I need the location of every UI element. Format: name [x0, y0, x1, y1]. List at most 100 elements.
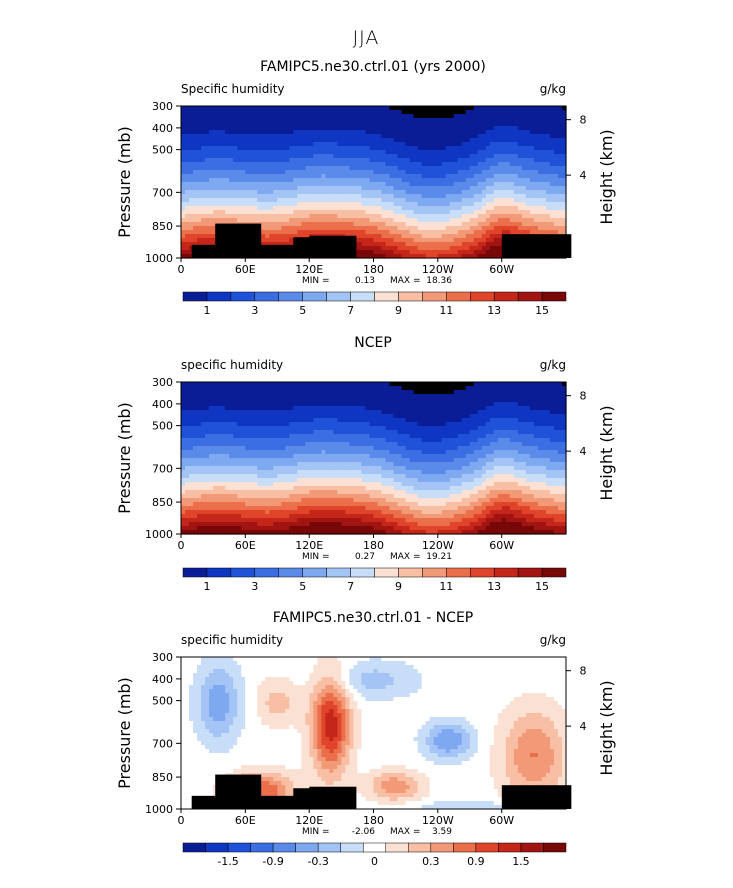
heatmap-cell: [261, 390, 266, 395]
heatmap-cell: [513, 394, 519, 399]
heatmap-cell: [181, 126, 186, 131]
heatmap-cell: [417, 138, 423, 143]
heatmap-cell: [185, 166, 190, 171]
heatmap-cell: [409, 210, 415, 215]
heatmap-cell: [533, 226, 539, 231]
heatmap-cell: [409, 422, 415, 427]
heatmap-cell: [421, 146, 427, 151]
heatmap-cell: [241, 106, 246, 111]
heatmap-cell: [365, 154, 371, 159]
heatmap-cell: [453, 202, 459, 207]
heatmap-cell: [253, 186, 258, 191]
heatmap-cell: [369, 386, 375, 391]
heatmap-cell: [421, 418, 427, 423]
heatmap-cell: [241, 114, 246, 119]
y-tick-label: 500: [152, 144, 173, 157]
heatmap-cell: [205, 430, 210, 435]
x-tick-label: 60E: [235, 263, 256, 276]
heatmap-cell: [229, 126, 234, 131]
heatmap-cell: [185, 398, 190, 403]
heatmap-cell: [221, 210, 226, 215]
heatmap-cell: [193, 406, 198, 411]
heatmap-cell: [481, 166, 487, 171]
heatmap-cell: [401, 210, 407, 215]
heatmap-cell: [397, 194, 403, 199]
heatmap-cell: [473, 134, 479, 139]
heatmap-cell: [409, 170, 415, 175]
heatmap-cell: [381, 206, 387, 211]
heatmap-cell: [457, 410, 463, 415]
heatmap-cell: [393, 398, 399, 403]
colorbar-label: 13: [487, 304, 501, 317]
heatmap-cell: [321, 190, 326, 195]
heatmap-cell: [281, 186, 286, 191]
heatmap-cell: [185, 178, 190, 183]
heatmap-cell: [349, 178, 355, 183]
heatmap-cell: [221, 146, 226, 151]
heatmap-cell: [209, 386, 214, 391]
heatmap-cell: [477, 134, 483, 139]
heatmap-cell: [413, 426, 419, 431]
heatmap-cell: [273, 398, 278, 403]
heatmap-cell: [233, 158, 238, 163]
heatmap-cell: [473, 162, 479, 167]
heatmap-cell: [389, 418, 395, 423]
heatmap-cell: [209, 154, 214, 159]
heatmap-cell: [317, 398, 322, 403]
heatmap-cell: [193, 106, 198, 111]
heatmap-cell: [181, 394, 186, 399]
heatmap-cell: [505, 118, 511, 123]
heatmap-cell: [393, 194, 399, 199]
heatmap-cell: [377, 218, 383, 223]
heatmap-cell: [369, 186, 375, 191]
heatmap-cell: [453, 426, 459, 431]
heatmap-cell: [497, 206, 503, 211]
heatmap-cell: [501, 186, 507, 191]
heatmap-cell: [365, 130, 371, 135]
heatmap-cell: [349, 390, 355, 395]
heatmap-cell: [389, 218, 395, 223]
heatmap-cell: [269, 426, 274, 431]
heatmap-cell: [249, 218, 254, 223]
heatmap-cell: [425, 122, 431, 127]
heatmap-cell: [345, 146, 351, 151]
heatmap-cell: [249, 198, 254, 203]
heatmap-cell: [209, 170, 214, 175]
heatmap-cell: [429, 246, 435, 251]
heatmap-cell: [397, 142, 403, 147]
heatmap-cell: [185, 410, 190, 415]
heatmap-cell: [465, 226, 471, 231]
heatmap-cell: [325, 226, 330, 231]
heatmap-cell: [189, 422, 194, 427]
heatmap-cell: [505, 114, 511, 119]
heatmap-cell: [385, 410, 391, 415]
colorbar-swatch: [326, 291, 351, 302]
heatmap-cell: [257, 210, 262, 215]
heatmap-cell: [261, 198, 266, 203]
heatmap-cell: [421, 142, 427, 147]
heatmap-cell: [357, 394, 363, 399]
heatmap-cell: [281, 418, 286, 423]
heatmap-cell: [521, 390, 527, 395]
heatmap-cell: [517, 230, 523, 235]
heatmap-cell: [353, 166, 359, 171]
heatmap-cell: [205, 394, 210, 399]
heatmap-cell: [289, 186, 294, 191]
heatmap-cell: [349, 226, 355, 231]
heatmap-cell: [481, 118, 487, 123]
heatmap-cell: [525, 106, 531, 111]
heatmap-cell: [489, 202, 495, 207]
colorbar-label: 5: [299, 304, 306, 317]
heatmap-cell: [537, 390, 543, 395]
heatmap-cell: [385, 406, 391, 411]
heatmap-cell: [285, 182, 290, 187]
heatmap-cell: [297, 158, 302, 163]
heatmap-cell: [237, 422, 242, 427]
heatmap-cell: [289, 126, 294, 131]
heatmap-cell: [561, 386, 567, 391]
heatmap-cell: [437, 250, 443, 255]
heatmap-cell: [385, 230, 391, 235]
heatmap-cell: [333, 122, 339, 127]
heatmap-cell: [485, 110, 491, 115]
heatmap-cell: [541, 394, 547, 399]
